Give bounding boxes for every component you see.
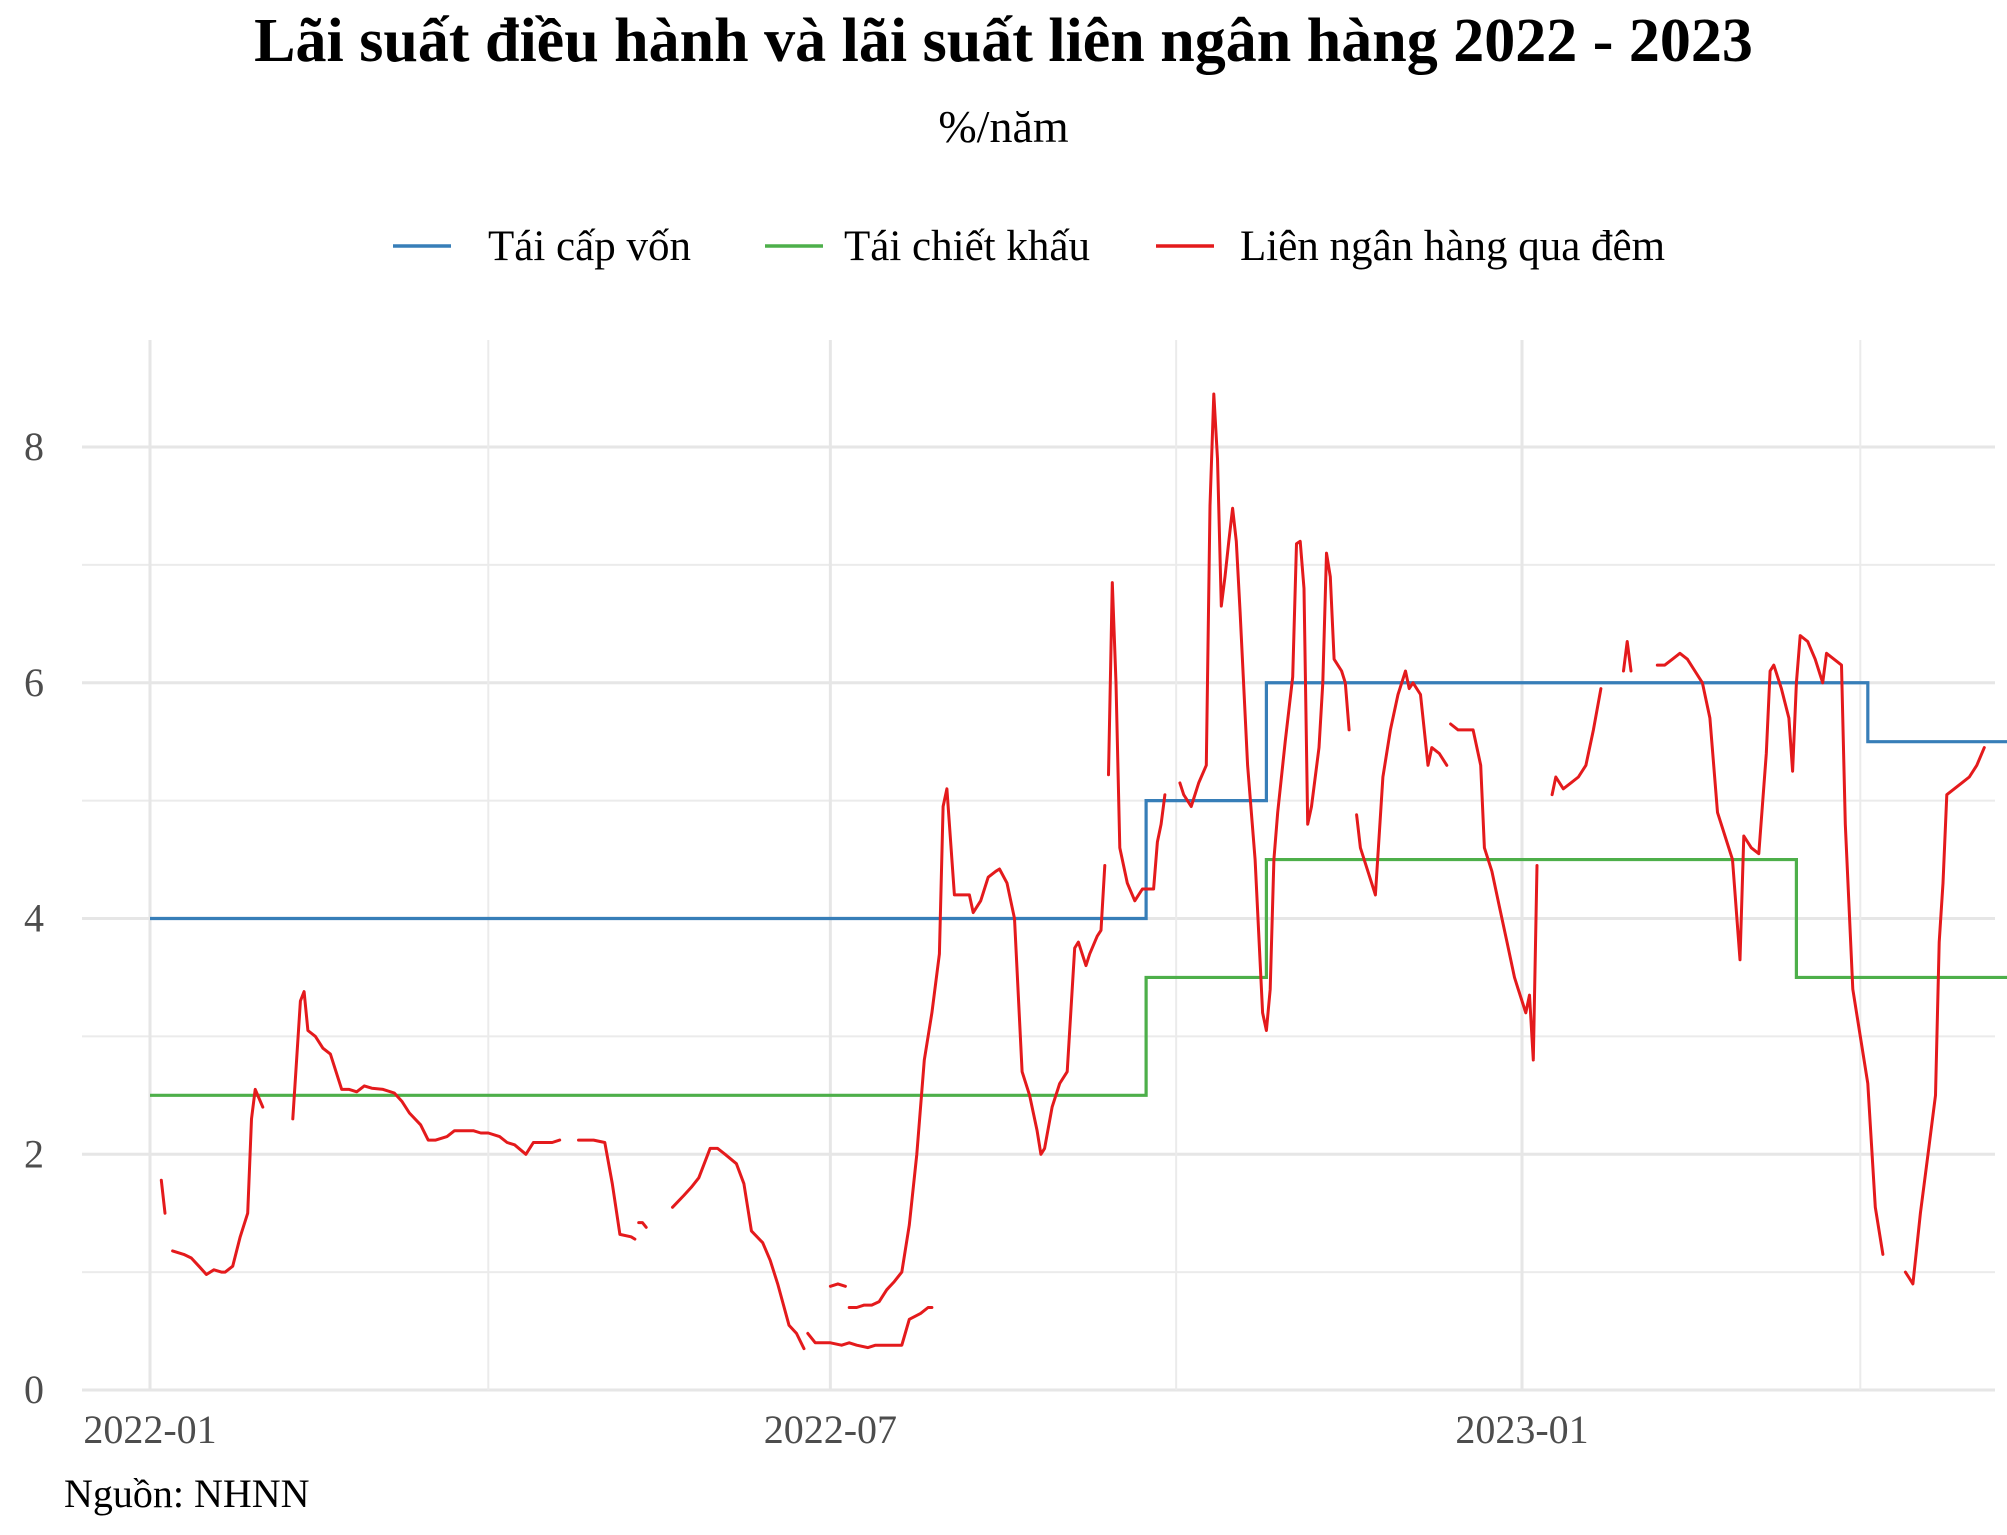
series-segment — [1178, 392, 1351, 1032]
legend-label: Tái cấp vốn — [488, 223, 691, 270]
chart-subtitle: %/năm — [938, 101, 1069, 152]
source-caption: Nguồn: NHNN — [64, 1471, 310, 1516]
x-tick-label: 2022-07 — [764, 1407, 897, 1452]
series-line — [150, 681, 2007, 921]
series-segment — [1550, 687, 1603, 797]
series-segment — [1355, 669, 1449, 897]
series-1 — [150, 681, 2007, 921]
x-tick-label: 2023-01 — [1455, 1407, 1588, 1452]
series-segment — [1449, 722, 1539, 1062]
series-segment — [1622, 640, 1633, 673]
series-segment — [828, 1282, 847, 1288]
chart-title: Lãi suất điều hành và lãi suất liên ngân… — [254, 7, 1753, 75]
series-3 — [159, 392, 1986, 1351]
y-tick-label: 4 — [24, 896, 44, 941]
legend-label: Liên ngân hàng qua đêm — [1240, 223, 1665, 270]
grid — [82, 340, 1995, 1392]
series-segment — [577, 1138, 637, 1241]
series-2 — [150, 857, 2007, 1097]
series-segment — [806, 1306, 934, 1350]
series-line — [150, 857, 2007, 1097]
y-tick-label: 0 — [24, 1367, 44, 1412]
legend-label: Tái chiết khấu — [844, 223, 1090, 270]
y-tick-label: 8 — [24, 424, 44, 469]
axis-labels: 0 2 4 6 8 2022-01 2022-07 2023-01 — [24, 424, 1589, 1452]
y-tick-label: 6 — [24, 660, 44, 705]
x-tick-label: 2022-01 — [83, 1407, 216, 1452]
series-segment — [671, 1146, 806, 1351]
series-segment — [847, 787, 1107, 1309]
legend: Tái cấp vốn Tái chiết khấu Liên ngân hàng … — [393, 223, 1665, 270]
series-segment — [171, 1087, 265, 1276]
series-segment — [1107, 581, 1167, 903]
series-segment — [291, 990, 562, 1156]
y-tick-label: 2 — [24, 1131, 44, 1176]
series-lines — [150, 392, 2007, 1351]
series-segment — [637, 1221, 648, 1229]
series-segment — [1903, 746, 1986, 1286]
series-segment — [1655, 634, 1885, 1256]
series-segment — [159, 1178, 167, 1215]
